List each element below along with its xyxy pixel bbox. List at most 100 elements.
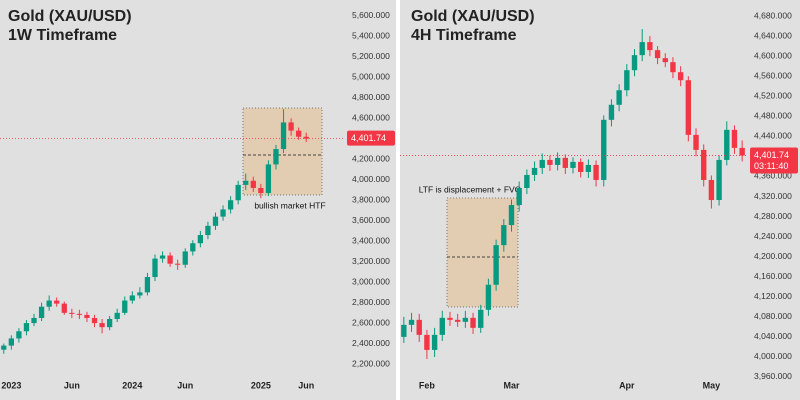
candle-body (84, 314, 90, 318)
candle-body (470, 317, 476, 328)
y-tick-label: 4,080.000 (754, 311, 792, 321)
candle-body (76, 313, 83, 315)
candle-body (220, 209, 226, 217)
candle-body (243, 180, 249, 185)
candle-body (447, 317, 453, 320)
candle-body (144, 277, 151, 293)
candle-body (624, 70, 630, 91)
y-tick-label: 3,800.000 (352, 194, 390, 204)
chart-subtitle: 1W Timeframe (8, 27, 117, 44)
countdown: 03:11:40 (754, 161, 788, 171)
candle-body (501, 225, 507, 246)
chart-title: Gold (XAU/USD) (411, 8, 535, 25)
x-tick-label: Apr (619, 380, 635, 390)
candle-body (439, 317, 445, 335)
candle-body (662, 58, 668, 63)
candle-body (608, 104, 615, 120)
candle-body (485, 284, 492, 310)
candle-body (731, 129, 738, 148)
candle-body (265, 164, 272, 194)
candle-body (408, 319, 415, 325)
candle-body (631, 55, 638, 71)
candle-body (478, 309, 484, 328)
candle-body (250, 180, 256, 188)
candle-body (601, 119, 607, 180)
candle-body (431, 334, 438, 350)
candle-body (570, 161, 576, 168)
candle-body (273, 149, 279, 165)
candle-body (31, 317, 37, 324)
candle-body (454, 319, 461, 322)
y-tick-label: 4,680.000 (754, 10, 792, 20)
x-tick-label: 2024 (122, 380, 142, 390)
y-tick-label: 5,000.000 (352, 72, 390, 82)
chart-subtitle: 4H Timeframe (411, 27, 517, 44)
candle-body (508, 205, 515, 226)
annotation: bullish market HTF (254, 200, 325, 210)
x-tick-label: 2025 (251, 380, 271, 390)
price-label: 4,401.74 (351, 133, 386, 143)
chart-title: Gold (XAU/USD) (8, 8, 132, 25)
y-tick-label: 3,400.000 (352, 235, 390, 245)
y-tick-label: 3,600.000 (352, 215, 390, 225)
y-tick-label: 2,400.000 (352, 338, 390, 348)
y-tick-label: 4,200.000 (754, 251, 792, 261)
candle-body (647, 42, 653, 51)
candle-body (54, 300, 60, 304)
candle-body (197, 235, 204, 244)
y-tick-label: 4,200.000 (352, 154, 390, 164)
candle-body (616, 90, 622, 105)
y-tick-label: 4,600.000 (754, 50, 792, 60)
candle-body (677, 72, 684, 81)
y-tick-label: 4,120.000 (754, 291, 792, 301)
candle-body (739, 147, 745, 156)
candle-body (205, 225, 211, 236)
candle-body (114, 312, 120, 319)
candle-body (99, 323, 105, 328)
candle-body (167, 255, 173, 264)
candle-body (190, 243, 196, 252)
candle-body (122, 300, 128, 313)
candle-body (424, 334, 430, 350)
y-tick-label: 4,520.000 (754, 91, 792, 101)
candle-body (280, 122, 287, 150)
y-tick-label: 4,000.000 (754, 351, 792, 361)
candle-body (524, 174, 530, 188)
candle-body (159, 255, 166, 259)
y-tick-label: 2,800.000 (352, 297, 390, 307)
candle-body (152, 258, 158, 278)
candle-body (175, 263, 181, 265)
candle-body (8, 338, 14, 346)
y-tick-label: 4,640.000 (754, 30, 792, 40)
x-tick-label: 2023 (1, 380, 21, 390)
candle-body (1, 345, 7, 350)
y-tick-label: 4,280.000 (754, 211, 792, 221)
candle-body (258, 187, 264, 194)
y-tick-label: 2,200.000 (352, 358, 390, 368)
price-label: 4,401.74 (754, 150, 789, 160)
x-tick-label: Jun (298, 380, 314, 390)
y-tick-label: 4,160.000 (754, 271, 792, 281)
annotation: LTF is displacement + FVG (419, 184, 522, 194)
x-tick-label: Jun (64, 380, 80, 390)
candle-body (593, 164, 599, 180)
candle-body (577, 161, 584, 172)
candle-body (46, 300, 52, 307)
candle-body (106, 318, 113, 328)
x-tick-label: Feb (419, 380, 436, 390)
y-tick-label: 4,560.000 (754, 70, 792, 80)
y-tick-label: 3,960.000 (754, 371, 792, 381)
annotation-box (446, 197, 519, 308)
candle-body (701, 149, 707, 180)
candle-body (129, 295, 135, 301)
candle-body (547, 159, 553, 165)
candle-body (69, 312, 75, 314)
candle-body (654, 50, 661, 59)
x-tick-label: Jun (177, 380, 193, 390)
candle-body (639, 42, 645, 56)
y-tick-label: 4,000.000 (352, 174, 390, 184)
candle-body (182, 251, 188, 265)
candle-body (724, 129, 730, 160)
candle-body (539, 159, 545, 168)
